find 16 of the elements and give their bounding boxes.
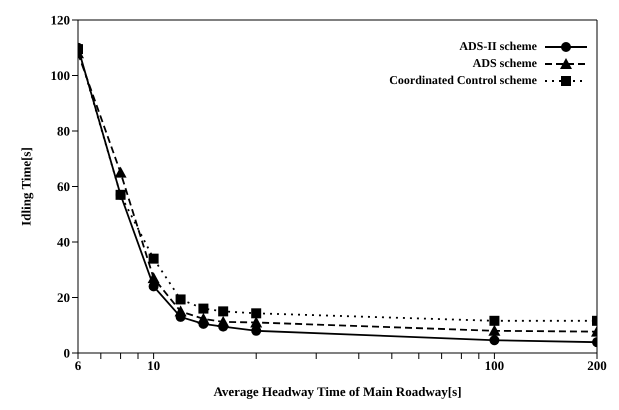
legend-label: ADS scheme xyxy=(472,55,537,72)
y-axis-title: Idling Time[s] xyxy=(18,147,34,226)
x-tick-label: 10 xyxy=(147,358,160,374)
legend-label: ADS-II scheme xyxy=(459,38,537,55)
y-tick-label: 100 xyxy=(50,68,70,84)
y-tick-label: 120 xyxy=(50,12,70,28)
legend-label: Coordinated Control scheme xyxy=(389,72,537,89)
y-tick-label: 40 xyxy=(57,234,70,250)
y-tick-label: 20 xyxy=(57,290,70,306)
y-tick-label: 60 xyxy=(57,179,70,194)
x-tick-label: 200 xyxy=(587,358,607,374)
x-tick-label: 6 xyxy=(74,358,82,374)
x-tick-label: 100 xyxy=(484,358,504,374)
y-tick-label: 80 xyxy=(57,124,70,139)
x-axis-title: Average Headway Time of Main Roadway[s] xyxy=(213,384,462,399)
y-tick-label: 0 xyxy=(64,346,70,361)
